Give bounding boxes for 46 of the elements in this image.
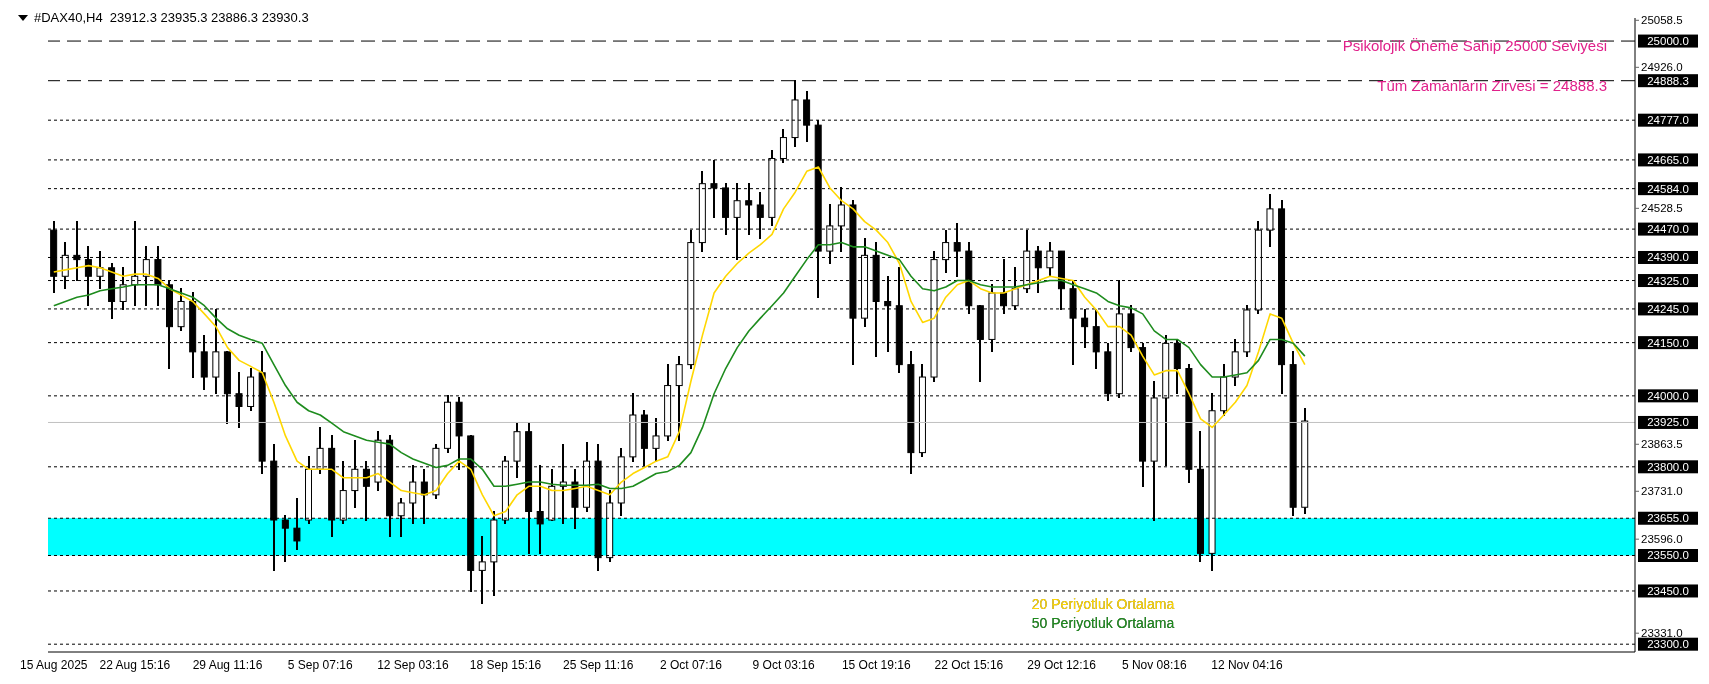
ref-line-label: 23925.0: [1647, 416, 1689, 429]
y-tick-label: 24926.0: [1641, 61, 1683, 74]
x-tick-label: 5 Sep 07:16: [287, 657, 353, 672]
x-tick-label: 18 Sep 15:16: [469, 657, 542, 672]
ref-line-label: 24390.0: [1647, 251, 1689, 264]
x-tick-label: 9 Oct 03:16: [752, 657, 815, 672]
chart-title: #DAX40,H4 23912.3 23935.3 23886.3 23930.3: [34, 10, 309, 25]
line-series: [52, 166, 1306, 517]
line-series: [52, 241, 1306, 490]
x-tick-label: 22 Aug 15:16: [99, 657, 171, 672]
y-tick-label: 23596.0: [1641, 533, 1683, 546]
x-tick-label: 5 Nov 08:16: [1121, 657, 1187, 672]
annotation: Tüm Zamanların Zirvesi = 24888.3: [1377, 76, 1607, 94]
ref-line-label: 24325.0: [1647, 274, 1689, 287]
x-tick-label: 2 Oct 07:16: [659, 657, 723, 672]
ref-line-label: 24000.0: [1647, 389, 1689, 402]
ref-line-label: 25000.0: [1647, 35, 1689, 48]
text: 20 Periyotluk Ortalama: [1030, 594, 1176, 614]
x-tick-label: 29 Oct 12:16: [1027, 657, 1097, 672]
ref-line-label: 24150.0: [1647, 336, 1689, 349]
text: 50 Periyotluk Ortalama: [1030, 613, 1176, 633]
x-tick-label: 15 Oct 19:16: [841, 657, 911, 672]
ref-line-label: 24665.0: [1647, 153, 1689, 166]
x-tick-label: 15 Aug 2025: [20, 657, 88, 672]
ref-line-label: 23300.0: [1647, 638, 1689, 651]
y-tick-label: 25058.5: [1641, 14, 1683, 27]
ref-line-label: 24245.0: [1647, 302, 1689, 315]
annotation: Psikolojik Öneme Sahip 25000 Seviyesi: [1342, 37, 1607, 55]
ref-line-label: 24470.0: [1647, 223, 1689, 236]
candlestick: [652, 417, 660, 463]
x-tick-label: 22 Oct 15:16: [934, 657, 1004, 672]
x-tick-label: 12 Nov 04:16: [1211, 657, 1283, 672]
x-tick-label: 29 Aug 11:16: [192, 657, 263, 672]
y-tick-label: 24528.5: [1641, 202, 1683, 215]
ref-line-label: 24888.3: [1647, 74, 1689, 87]
y-tick-label: 23731.0: [1641, 485, 1683, 498]
ref-line-label: 23450.0: [1647, 584, 1689, 597]
ref-line-label: 23655.0: [1647, 512, 1689, 525]
y-tick-label: 23331.0: [1641, 627, 1683, 640]
x-tick-label: 12 Sep 03:16: [377, 657, 449, 672]
ref-line-label: 23550.0: [1647, 549, 1689, 562]
ref-line-label: 24777.0: [1647, 114, 1689, 127]
ref-line-label: 24584.0: [1647, 182, 1689, 195]
ref-line-label: 23800.0: [1647, 460, 1689, 473]
y-tick-label: 23863.5: [1641, 438, 1683, 451]
x-tick-label: 25 Sep 11:16: [562, 657, 634, 672]
